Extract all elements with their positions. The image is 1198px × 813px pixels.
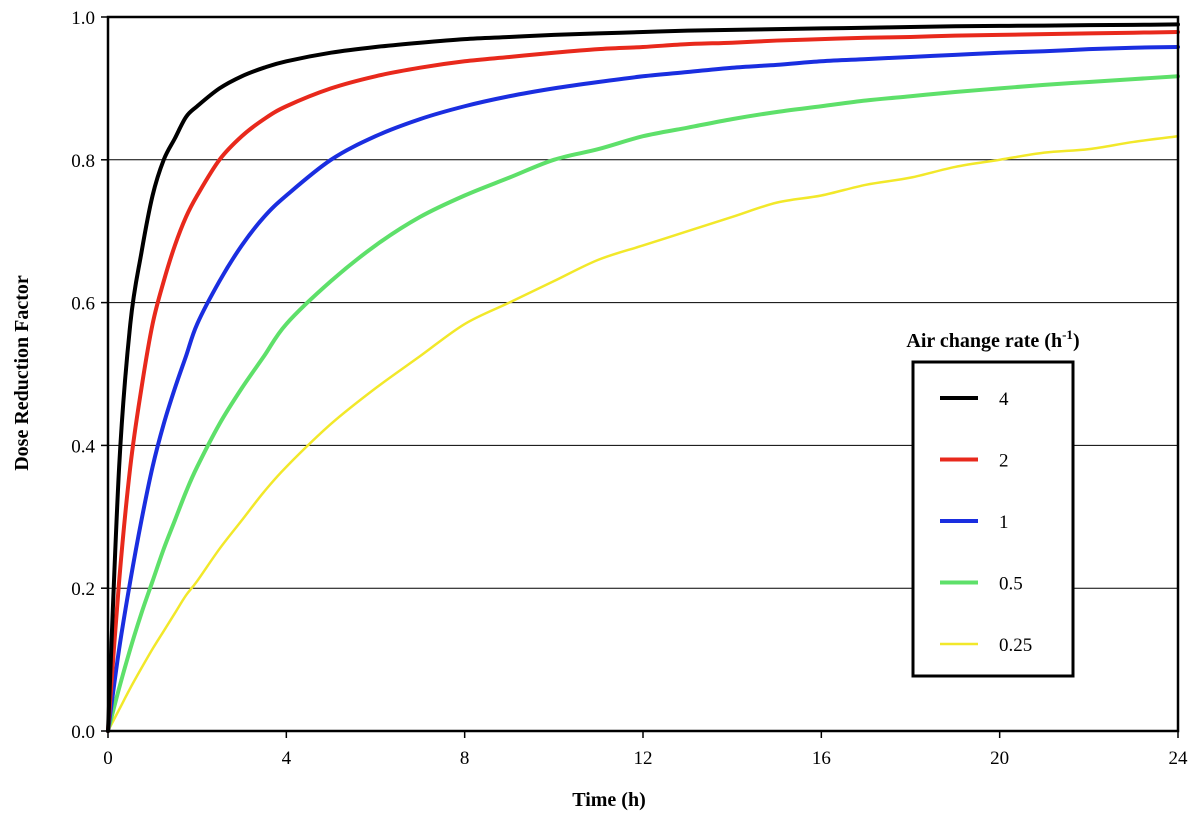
x-tick-label: 20: [990, 748, 1009, 769]
legend-label: 2: [999, 451, 1009, 472]
legend-label: 0.25: [999, 635, 1032, 656]
legend-title-suffix: ): [1073, 330, 1080, 352]
x-tick-label: 24: [1169, 748, 1189, 769]
x-tick-label: 4: [282, 748, 292, 769]
legend-item: 4: [940, 389, 1009, 410]
legend-title-prefix: Air change rate (h: [906, 330, 1062, 352]
x-axis-title: Time (h): [572, 789, 646, 811]
legend: Air change rate (h-1) 4 2 1 0.5 0.25: [906, 327, 1080, 678]
y-tick-label: 0.6: [71, 294, 95, 315]
y-tick-label: 0.8: [71, 151, 95, 172]
legend-label: 4: [999, 389, 1009, 410]
series-line-1: [106, 44, 1180, 733]
legend-label: 1: [999, 512, 1009, 533]
x-tick-label: 0: [103, 748, 113, 769]
series-line-2: [106, 29, 1180, 733]
series-line-4: [106, 22, 1180, 733]
y-tick-label: 1.0: [71, 8, 95, 29]
y-axis-ticks: 0.0 0.2 0.4 0.6 0.8 1.0: [71, 8, 108, 743]
legend-item: 1: [940, 512, 1009, 533]
legend-title-superscript: -1: [1062, 327, 1073, 342]
legend-item: 2: [940, 451, 1009, 472]
series-line-0-25: [106, 134, 1180, 733]
legend-items: 4 2 1 0.5 0.25: [940, 389, 1032, 656]
legend-item: 0.25: [940, 635, 1032, 656]
x-tick-label: 16: [812, 748, 831, 769]
x-tick-label: 12: [634, 748, 653, 769]
y-tick-label: 0.4: [71, 436, 95, 457]
series-line-0-5: [106, 74, 1180, 733]
legend-item: 0.5: [940, 574, 1023, 595]
legend-title: Air change rate (h-1): [906, 327, 1079, 352]
x-tick-label: 8: [460, 748, 470, 769]
y-axis-title: Dose Reduction Factor: [11, 275, 33, 471]
legend-label: 0.5: [999, 574, 1023, 595]
y-tick-label: 0.2: [71, 579, 95, 600]
y-tick-label: 0.0: [71, 722, 95, 743]
x-axis-ticks: 0 4 8 12 16 20 24: [103, 731, 1188, 769]
series-lines: [106, 22, 1180, 733]
legend-box: [911, 360, 1075, 678]
